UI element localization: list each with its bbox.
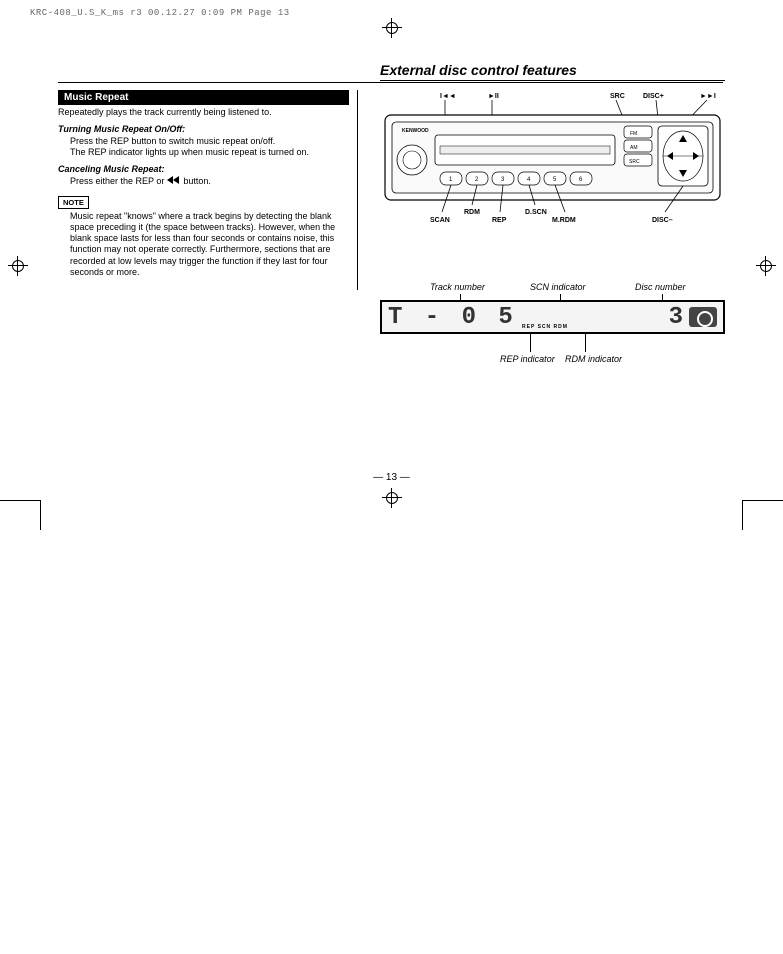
callout-scn-indicator: SCN indicator bbox=[530, 282, 586, 292]
callout-disc-number: Disc number bbox=[635, 282, 686, 292]
subheading-cancel: Canceling Music Repeat: bbox=[58, 164, 349, 174]
sub-line-part: button. bbox=[183, 176, 211, 186]
radio-faceplate-svg: I◄◄ ►II SRC DISC+ ►►I KENWOOD 1 2 3 4 bbox=[380, 90, 725, 240]
label-playpause: ►II bbox=[488, 93, 499, 100]
right-btn: SRC bbox=[629, 159, 640, 165]
reg-mark-left bbox=[8, 256, 28, 276]
leader-line bbox=[585, 334, 586, 352]
note-label-box: NOTE bbox=[58, 196, 89, 209]
crop-mark bbox=[743, 500, 783, 501]
seg-track: T - 0 5 bbox=[388, 304, 517, 331]
right-btn: FM bbox=[630, 131, 637, 137]
print-header: KRC-408_U.S_K_ms r3 00.12.27 0:09 PM Pag… bbox=[30, 8, 290, 18]
lcd-display: T - 0 5 REP SCN RDM 3 bbox=[380, 300, 725, 334]
label-discminus: DISC– bbox=[652, 217, 673, 224]
crop-mark bbox=[0, 500, 40, 501]
header-rule bbox=[58, 82, 723, 83]
crop-mark bbox=[742, 500, 743, 530]
leader-line bbox=[530, 334, 531, 352]
label-next: ►►I bbox=[700, 93, 716, 100]
label-prev: I◄◄ bbox=[440, 93, 456, 100]
tiny-indicators: REP SCN RDM bbox=[522, 324, 568, 330]
reg-mark-right bbox=[756, 256, 776, 276]
sub-body: Press the REP button to switch music rep… bbox=[58, 136, 349, 159]
brand-label: KENWOOD bbox=[402, 128, 429, 134]
crop-mark bbox=[40, 500, 41, 530]
section-heading-bar: Music Repeat bbox=[58, 90, 349, 105]
left-column: Music Repeat Repeatedly plays the track … bbox=[58, 90, 358, 290]
label-discplus: DISC+ bbox=[643, 93, 664, 100]
sub-line: The REP indicator lights up when music r… bbox=[70, 147, 309, 157]
radio-diagram: I◄◄ ►II SRC DISC+ ►►I KENWOOD 1 2 3 4 bbox=[380, 90, 725, 240]
callout-rdm-indicator: RDM indicator bbox=[565, 354, 622, 364]
label-rep: REP bbox=[492, 217, 507, 224]
label-dscn: D.SCN bbox=[525, 209, 547, 216]
right-btn: AM bbox=[630, 145, 638, 151]
label-rdm: RDM bbox=[464, 209, 480, 216]
sub-line: Press the REP button to switch music rep… bbox=[70, 136, 275, 146]
seg-disc: 3 bbox=[669, 304, 683, 331]
callout-rep-indicator: REP indicator bbox=[500, 354, 555, 364]
page-title: External disc control features bbox=[380, 62, 725, 81]
page-number: — 13 — bbox=[0, 472, 783, 483]
reg-mark-top bbox=[382, 18, 402, 38]
reg-mark-mid bbox=[382, 488, 402, 508]
disc-icon bbox=[689, 307, 717, 327]
subheading-turn-on-off: Turning Music Repeat On/Off: bbox=[58, 124, 349, 134]
display-diagram: Track number SCN indicator Disc number T… bbox=[380, 300, 725, 334]
label-scan: SCAN bbox=[430, 217, 450, 224]
callout-track-number: Track number bbox=[430, 282, 485, 292]
label-src: SRC bbox=[610, 93, 625, 100]
sub-body: Press either the REP or button. bbox=[58, 176, 349, 187]
section-description: Repeatedly plays the track currently bei… bbox=[58, 107, 349, 118]
rewind-icon bbox=[167, 176, 181, 187]
sub-line-part: Press either the REP or bbox=[70, 176, 167, 186]
note-body: Music repeat "knows" where a track begin… bbox=[58, 211, 349, 279]
label-mrdm: M.RDM bbox=[552, 217, 576, 224]
